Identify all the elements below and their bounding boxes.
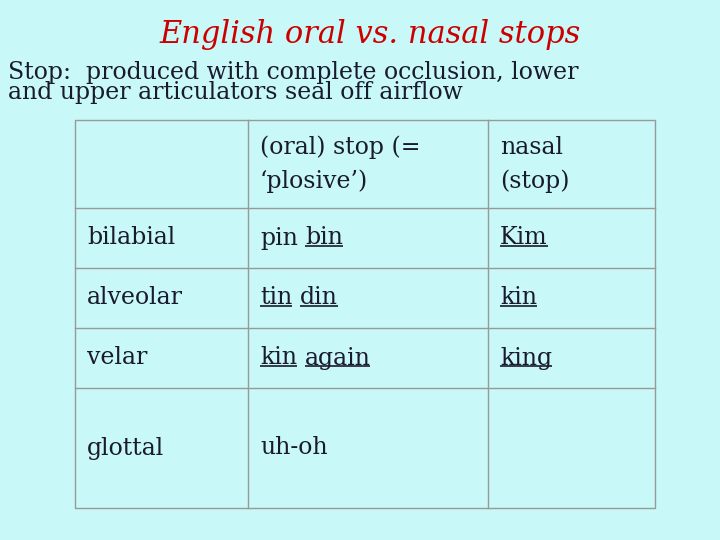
Text: tin: tin xyxy=(260,287,292,309)
Text: (stop): (stop) xyxy=(500,169,570,193)
Text: alveolar: alveolar xyxy=(87,287,183,309)
Text: king: king xyxy=(500,347,552,369)
Text: ‘plosive’): ‘plosive’) xyxy=(260,169,368,193)
Text: uh-oh: uh-oh xyxy=(260,436,328,460)
Text: kin: kin xyxy=(500,287,537,309)
Text: bin: bin xyxy=(305,226,343,249)
Text: bilabial: bilabial xyxy=(87,226,175,249)
Text: (oral) stop (=: (oral) stop (= xyxy=(260,135,420,159)
Text: kin: kin xyxy=(260,347,297,369)
Text: Kim: Kim xyxy=(500,226,548,249)
Text: nasal: nasal xyxy=(500,136,563,159)
Text: glottal: glottal xyxy=(87,436,164,460)
Text: again: again xyxy=(305,347,370,369)
FancyBboxPatch shape xyxy=(75,120,655,508)
Text: velar: velar xyxy=(87,347,148,369)
Text: pin: pin xyxy=(260,226,298,249)
Text: din: din xyxy=(300,287,338,309)
Text: English oral vs. nasal stops: English oral vs. nasal stops xyxy=(159,19,580,51)
Text: Stop:  produced with complete occlusion, lower: Stop: produced with complete occlusion, … xyxy=(8,60,578,84)
Text: and upper articulators seal off airflow: and upper articulators seal off airflow xyxy=(8,82,463,105)
